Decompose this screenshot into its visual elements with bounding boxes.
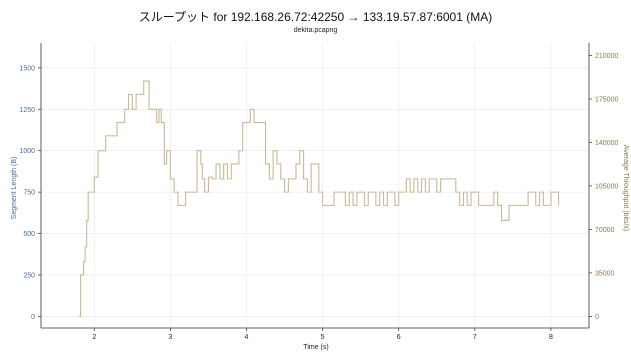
right-axis-label: Average Throughput (bits/s) — [622, 145, 629, 232]
right-tick-label: 140000 — [595, 140, 618, 147]
left-tick-label: 500 — [23, 231, 35, 238]
left-tick-label: 1500 — [19, 65, 35, 72]
right-tick-label: 0 — [595, 314, 599, 321]
chart-title: スループット for 192.168.26.72:42250 → 133.19.… — [138, 10, 493, 24]
x-tick-label: 2 — [92, 334, 96, 341]
left-tick-label: 1000 — [19, 148, 35, 155]
segment-length-series-line — [79, 80, 560, 317]
chart-subtitle: dekita.pcapng — [293, 27, 338, 34]
series-layer — [79, 80, 560, 317]
left-axis-label: Segment Length (B) — [11, 157, 18, 220]
left-tick-label: 750 — [23, 190, 35, 197]
right-tick-label: 175000 — [595, 96, 618, 103]
x-tick-label: 7 — [473, 334, 477, 341]
right-tick-label: 35000 — [595, 270, 615, 277]
left-tick-label: 250 — [23, 272, 35, 279]
x-axis-label: Time (s) — [303, 344, 328, 351]
x-tick-label: 5 — [321, 334, 325, 341]
x-tick-label: 8 — [549, 334, 553, 341]
right-tick-label: 105000 — [595, 183, 618, 190]
right-tick-label: 70000 — [595, 227, 615, 234]
left-tick-label: 0 — [31, 314, 35, 321]
grid-layer — [41, 43, 589, 328]
left-tick-label: 1250 — [19, 107, 35, 114]
x-tick-label: 4 — [245, 334, 249, 341]
x-tick-label: 3 — [168, 334, 172, 341]
axes-layer: 0 250 500 750 1000 1250 1500 0 35000 70000 105000 1… — [19, 43, 618, 341]
x-tick-label: 6 — [397, 334, 401, 341]
right-tick-label: 210000 — [595, 53, 618, 60]
